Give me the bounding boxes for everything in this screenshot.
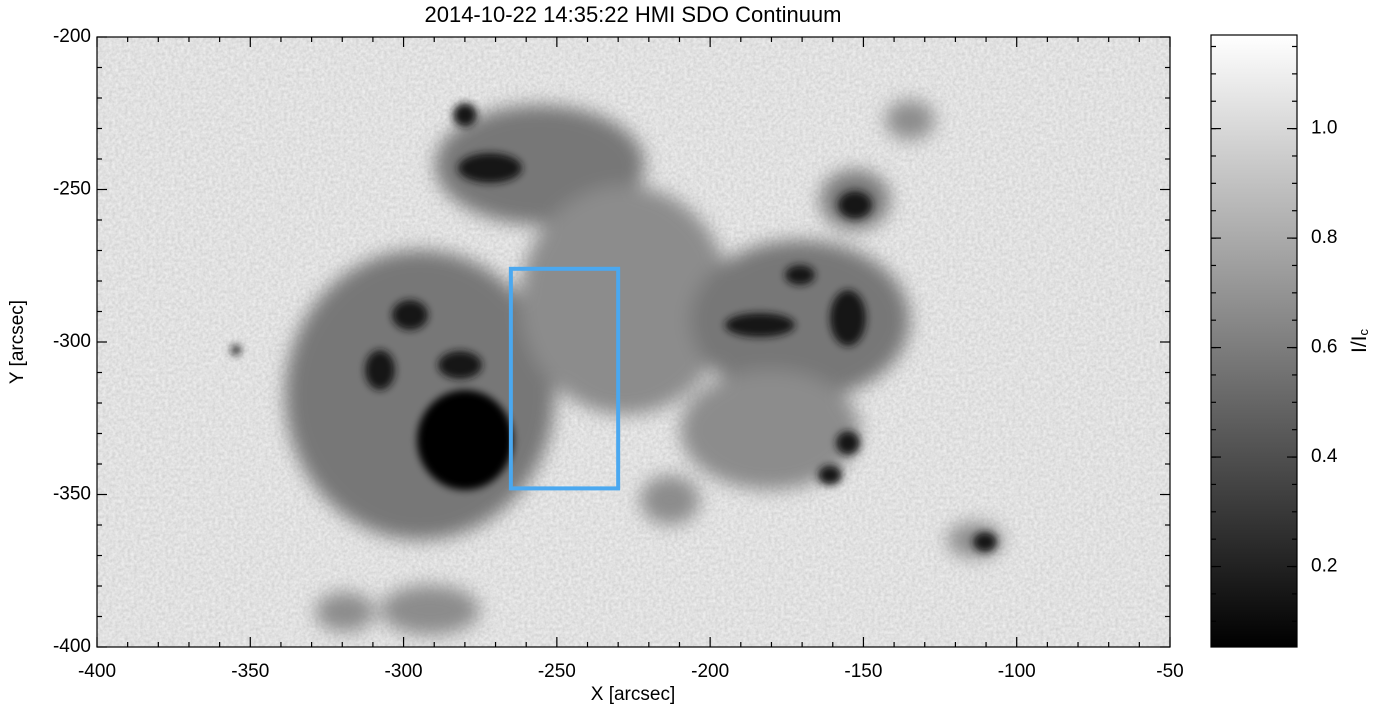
y-tick-label: -300: [53, 331, 91, 352]
y-tick-label: -200: [53, 26, 91, 47]
y-tick-label: -250: [53, 179, 91, 200]
x-tick-label: -300: [385, 661, 423, 682]
colorbar-tick-label: 0.2: [1311, 556, 1337, 577]
colorbar: [1210, 34, 1298, 648]
colorbar-label-sub: c: [1356, 328, 1371, 335]
umbra: [231, 103, 997, 552]
x-tick-label: -350: [231, 661, 269, 682]
x-tick-label: -250: [538, 661, 576, 682]
solar-image: [97, 37, 1170, 647]
x-tick-label: -400: [78, 661, 116, 682]
y-tick-label: -400: [53, 636, 91, 657]
colorbar-label-main: I/I: [1348, 335, 1371, 353]
x-tick-label: -50: [1156, 661, 1183, 682]
colorbar-tick-label: 0.8: [1311, 227, 1337, 248]
x-tick-label: -200: [691, 661, 729, 682]
x-tick-label: -150: [844, 661, 882, 682]
colorbar-label: I/Ic: [1348, 328, 1372, 353]
y-tick-label: -350: [53, 484, 91, 505]
chart-title: 2014-10-22 14:35:22 HMI SDO Continuum: [424, 2, 841, 27]
region-box: [508, 266, 621, 491]
colorbar-tick-label: 0.4: [1311, 446, 1338, 467]
colorbar-tick-label: 1.0: [1311, 118, 1337, 139]
y-axis-label: Y [arcsec]: [7, 300, 28, 384]
x-tick-label: -100: [998, 661, 1036, 682]
colorbar-tick-label: 0.6: [1311, 337, 1337, 358]
x-axis-label: X [arcsec]: [591, 684, 675, 705]
